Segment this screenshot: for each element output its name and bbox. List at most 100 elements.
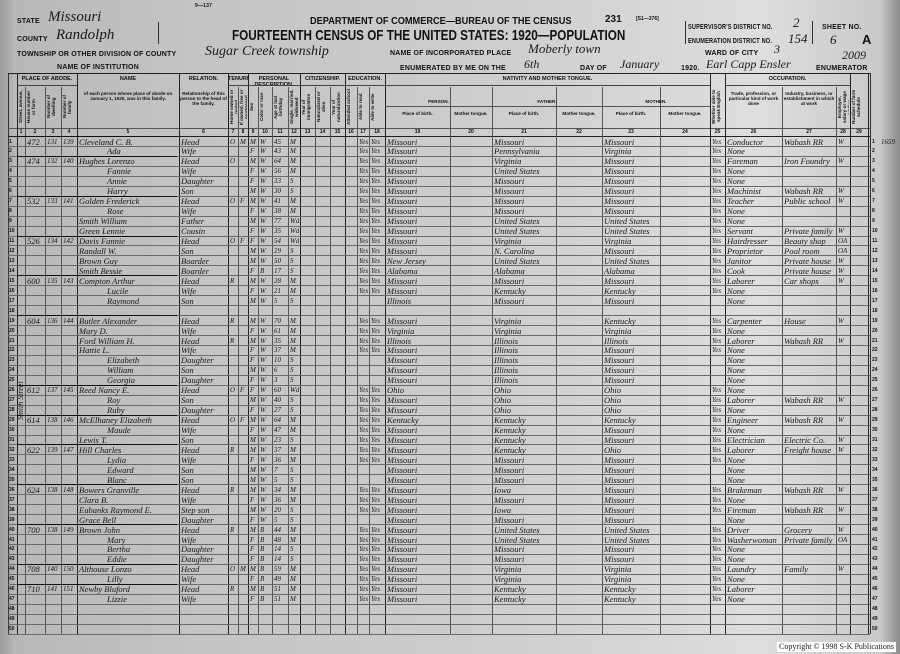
cell-occupation: Laundry (727, 564, 756, 574)
cell-occupation: Carpenter (727, 316, 762, 326)
cell-race: W (260, 436, 266, 444)
row-number: 34 (9, 467, 15, 473)
row-number: 1 (872, 139, 875, 145)
cell-father-birthplace: Alabama (494, 266, 525, 276)
divider (158, 22, 159, 44)
cell-house: 472 (27, 137, 40, 147)
cell-race: B (260, 526, 265, 534)
column-number: 17 (360, 129, 366, 135)
cell-birthplace: Missouri (387, 535, 418, 545)
cell-age: 54 (274, 237, 281, 245)
cell-read: Yes (359, 386, 368, 394)
cell-name: Fannie (107, 166, 132, 176)
cell-write: Yes (371, 406, 381, 414)
row-number: 8 (9, 208, 12, 214)
cell-write: Yes (371, 167, 381, 175)
cell-read: Yes (359, 446, 368, 454)
incorporated-place-label: NAME OF INCORPORATED PLACE (390, 50, 512, 57)
cell-write: Yes (371, 575, 381, 583)
cell-mother-birthplace: Kentucky (604, 584, 636, 594)
cell-occupation: None (727, 345, 745, 355)
column-header-3: Number of dwelling (46, 95, 56, 119)
cell-sex: M (250, 366, 256, 374)
cell-occupation: None (727, 326, 745, 336)
row-number: 36 (872, 487, 878, 493)
cell-marital: S (290, 516, 294, 524)
cell-write: Yes (371, 207, 381, 215)
cell-mother-birthplace: Missouri (604, 166, 635, 176)
cell-house: 526 (27, 236, 40, 246)
cell-read: Yes (359, 277, 368, 285)
cell-name: William (107, 365, 134, 375)
column-rule (315, 87, 316, 634)
cell-relation: Son (181, 186, 194, 196)
cell-relation: Boarder (181, 256, 210, 266)
group-rule (228, 85, 248, 86)
cell-marital: M (290, 327, 296, 335)
row-number: 31 (872, 437, 878, 443)
cell-occupation: Proprietor (727, 246, 764, 256)
column-header-13: Year of immigration (301, 93, 311, 121)
state-label: STATE (17, 18, 40, 25)
cell-mother-birthplace: Illinois (604, 336, 629, 346)
frame-top (8, 73, 870, 74)
cell-race: W (260, 237, 266, 245)
row-number: 30 (872, 427, 878, 433)
cell-tenure: R (230, 337, 235, 345)
cell-marital: M (290, 536, 296, 544)
cell-age: 14 (274, 555, 281, 563)
cell-name: Ada (107, 146, 121, 156)
cell-marital: M (290, 496, 296, 504)
row-rule (8, 355, 870, 356)
cell-read: Yes (359, 257, 368, 265)
state-value: Missouri (48, 9, 102, 25)
cell-family: 150 (63, 565, 74, 573)
cell-race: W (260, 287, 266, 295)
cell-mortgage: F (240, 416, 245, 424)
cell-employer: W (838, 227, 844, 235)
row-number: 17 (9, 298, 15, 304)
row-rule (8, 464, 870, 465)
column-number: 18 (374, 129, 380, 135)
cell-age: 41 (274, 197, 281, 205)
cell-occupation: None (727, 146, 745, 156)
cell-birthplace: New Jersey (387, 256, 426, 266)
cell-birthplace: Alabama (387, 266, 418, 276)
cell-read: Yes (359, 436, 368, 444)
cell-relation: Wife (181, 574, 197, 584)
household-rule (17, 275, 177, 276)
column-header-22: Mother tongue. (562, 111, 596, 116)
row-number: 28 (872, 407, 878, 413)
cell-name: Ruby (107, 405, 125, 415)
column-number: 7 (231, 129, 235, 135)
column-number: 15 (334, 129, 341, 135)
row-rule (8, 474, 870, 475)
cell-age: 49 (274, 575, 281, 583)
group-heading-tenure: TENURE. (228, 76, 248, 82)
cell-write: Yes (371, 496, 381, 504)
cell-father-birthplace: United States (494, 535, 540, 545)
cell-mother-birthplace: Missouri (604, 495, 635, 505)
cell-birthplace: Missouri (387, 355, 418, 365)
cell-sex: F (250, 496, 255, 504)
column-header-6: Relationship of this person to the head … (180, 91, 227, 106)
cell-sex: M (250, 526, 256, 534)
cell-family: 144 (63, 317, 74, 325)
cell-dwelling: 131 (47, 138, 58, 146)
row-number: 39 (9, 517, 15, 523)
row-number: 17 (872, 298, 878, 304)
cell-english: Yes (712, 565, 722, 573)
sheet-number: 6 (830, 32, 837, 47)
cell-birthplace: Missouri (387, 246, 418, 256)
cell-family: 140 (63, 157, 74, 165)
cell-write: Yes (371, 545, 381, 553)
cell-employer: W (838, 396, 844, 404)
row-number: 4 (9, 168, 12, 174)
cell-father-birthplace: Iowa (494, 505, 511, 515)
cell-english: Yes (712, 486, 722, 494)
cell-relation: Son (181, 435, 194, 445)
column-header-17: Able to read (358, 93, 363, 121)
cell-family: 149 (63, 526, 74, 534)
cell-family: 148 (63, 486, 74, 494)
cell-age: 50 (274, 257, 281, 265)
